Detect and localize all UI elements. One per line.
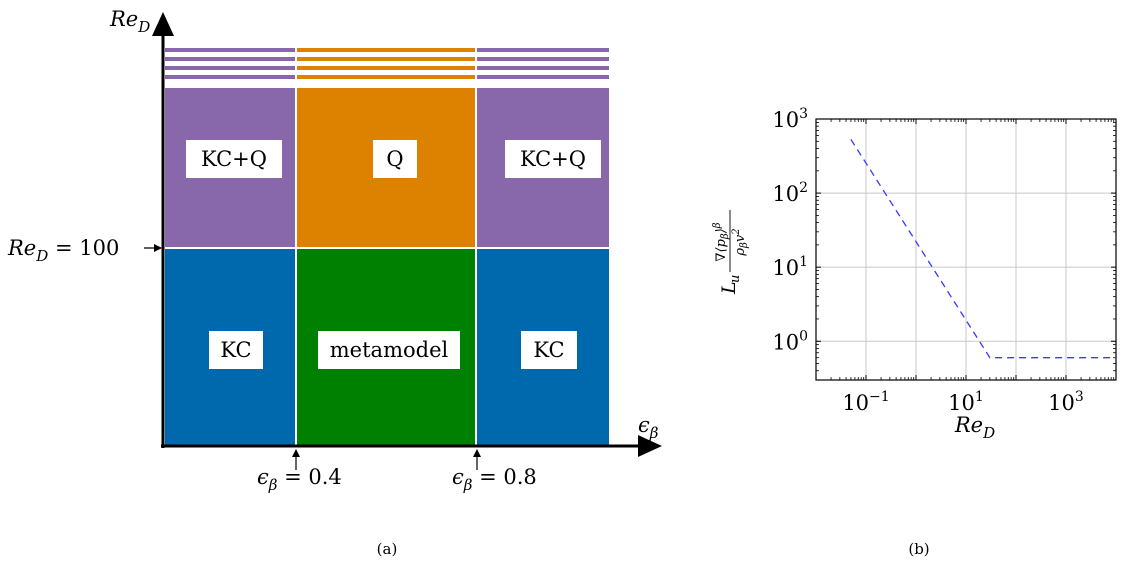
y-tick-label: 103 (772, 106, 808, 132)
x-tick-label: 103 (1048, 389, 1084, 415)
cell-label-top-left: KC+Q (201, 147, 267, 171)
y-tick-label: 100 (772, 328, 808, 354)
eps-marker-1-label: ϵβ = 0.4 (257, 465, 342, 494)
y-axis-label: ReD (109, 7, 150, 36)
stripe (477, 75, 609, 79)
stripe (297, 48, 475, 52)
top-stripes (165, 48, 609, 79)
caption-a: (a) (377, 540, 398, 558)
x-tick-label: 10−1 (842, 389, 889, 415)
x-axis-label-b: ReD (954, 413, 995, 442)
cell-label-bottom-right: KC (533, 338, 564, 362)
x-tick-label: 101 (948, 389, 984, 415)
label-box (318, 331, 460, 369)
stripe (165, 48, 295, 52)
label-box (186, 140, 282, 178)
stripe (297, 75, 475, 79)
stripe (477, 48, 609, 52)
grid (816, 119, 1116, 380)
stripe (165, 75, 295, 79)
y-axis-label-b: L u ∇⟨pβ⟩β ρβv2 (712, 210, 750, 295)
svg-text:u: u (728, 275, 743, 283)
eps-marker-2-label: ϵβ = 0.8 (452, 465, 537, 494)
re-marker-label: ReD = 100 (7, 236, 119, 265)
svg-text:ρβv2: ρβv2 (731, 228, 750, 256)
cell-label-bottom-middle: metamodel (330, 338, 449, 362)
cell-label-bottom-left: KC (220, 338, 251, 362)
cell-label-top-right: KC+Q (520, 147, 586, 171)
x-tick-labels: 10−1 101 103 (842, 389, 1084, 415)
label-box (505, 140, 601, 178)
plot-frame (815, 118, 1117, 381)
y-tick-label: 101 (772, 254, 808, 280)
stripe (165, 66, 295, 70)
y-tick-labels: 100 101 102 103 (772, 106, 808, 354)
x-axis-label: ϵβ (638, 413, 659, 442)
label-box (209, 331, 263, 369)
label-box (521, 331, 577, 369)
panel-b-chart: 10−1 101 103 100 101 102 103 ReD L u ∇⟨pβ⟩β ρ… (712, 106, 1117, 558)
stripe (477, 66, 609, 70)
stripe (297, 57, 475, 61)
series-line (850, 139, 1116, 359)
caption-b: (b) (908, 540, 929, 558)
svg-text:∇⟨pβ⟩β: ∇⟨pβ⟩β (712, 222, 731, 261)
stripe (297, 66, 475, 70)
y-tick-label: 102 (772, 180, 808, 206)
panel-a-regime-map: KC+Q Q KC+Q KC metamodel KC ReD ϵβ ReD =… (7, 7, 662, 558)
svg-text:L: L (718, 281, 740, 295)
cell-label-top-middle: Q (386, 147, 403, 171)
x-axis-arrowhead (638, 435, 662, 457)
y-axis-arrowhead (152, 12, 174, 36)
label-box (373, 140, 417, 178)
stripe (165, 57, 295, 61)
stripe (477, 57, 609, 61)
